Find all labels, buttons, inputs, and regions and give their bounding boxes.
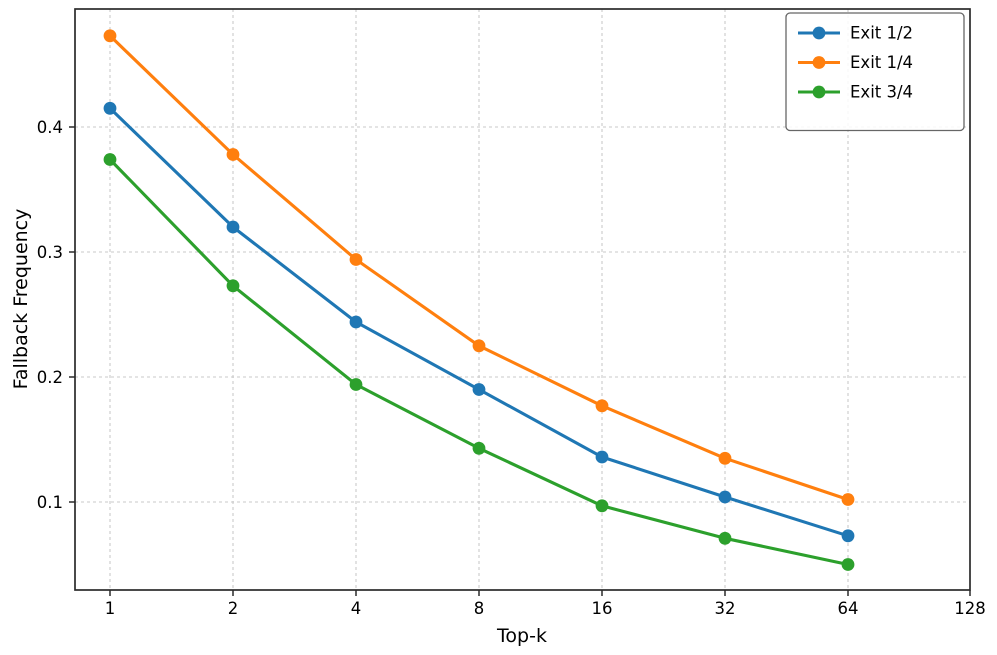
- data-point-exit-1-2-k8: [472, 383, 486, 396]
- x-tick-label-128: 128: [954, 599, 986, 618]
- plot-area-border: [74, 8, 971, 591]
- x-tick-label-1: 1: [105, 599, 116, 618]
- legend-marker-exit-1-2: [812, 26, 826, 40]
- data-point-exit-3-4-k8: [472, 441, 486, 455]
- data-point-exit-1-4-k32: [718, 451, 732, 465]
- y-axis-title: Fallback Frequency: [10, 208, 32, 390]
- data-point-exit-1-2-k1: [103, 101, 117, 115]
- y-tick-label-0.4: 0.4: [37, 118, 63, 137]
- data-point-exit-1-2-k32: [718, 490, 732, 504]
- legend-label-exit-3-4: Exit 3/4: [850, 83, 913, 102]
- axes-layer: [74, 8, 971, 591]
- x-tick-label-8: 8: [474, 599, 485, 618]
- legend-label-exit-1-2: Exit 1/2: [850, 24, 913, 43]
- series-layer: [103, 29, 855, 571]
- x-tick-label-64: 64: [838, 599, 859, 618]
- x-tick-label-32: 32: [715, 599, 736, 618]
- data-point-exit-3-4-k1: [103, 153, 117, 166]
- data-point-exit-1-2-k16: [595, 450, 609, 464]
- y-tick-label-0.1: 0.1: [37, 493, 63, 512]
- data-point-exit-1-4-k64: [841, 493, 855, 506]
- data-point-exit-3-4-k16: [595, 499, 609, 513]
- legend: Exit 1/2 Exit 1/4 Exit 3/4: [785, 12, 965, 132]
- legend-label-exit-1-4: Exit 1/4: [850, 53, 913, 72]
- data-point-exit-3-4-k2: [226, 279, 240, 293]
- data-point-exit-3-4-k4: [349, 378, 363, 391]
- data-point-exit-3-4-k64: [841, 558, 855, 571]
- legend-marker-exit-3-4: [812, 85, 826, 99]
- y-tick-label-0.2: 0.2: [37, 368, 63, 387]
- data-point-exit-1-2-k64: [841, 529, 855, 543]
- data-point-exit-3-4-k32: [718, 531, 732, 545]
- data-point-exit-1-4-k4: [349, 253, 363, 266]
- legend-marker-exit-1-4: [812, 56, 826, 69]
- tick-layer: 1 2 4 8 16 32 64 128 0.1 0.2 0.3 0.4: [37, 118, 986, 618]
- data-point-exit-1-4-k1: [103, 29, 117, 43]
- data-point-exit-1-2-k4: [349, 315, 363, 329]
- x-axis-title: Top-k: [497, 625, 547, 647]
- x-tick-label-4: 4: [351, 599, 362, 618]
- y-tick-label-0.3: 0.3: [37, 243, 63, 262]
- data-point-exit-1-4-k8: [472, 339, 486, 353]
- x-tick-label-2: 2: [228, 599, 239, 618]
- data-point-exit-1-2-k2: [226, 220, 240, 234]
- data-point-exit-1-4-k16: [595, 399, 609, 413]
- data-point-exit-1-4-k2: [226, 148, 240, 161]
- legend-frame: [785, 12, 965, 132]
- x-tick-label-16: 16: [592, 599, 613, 618]
